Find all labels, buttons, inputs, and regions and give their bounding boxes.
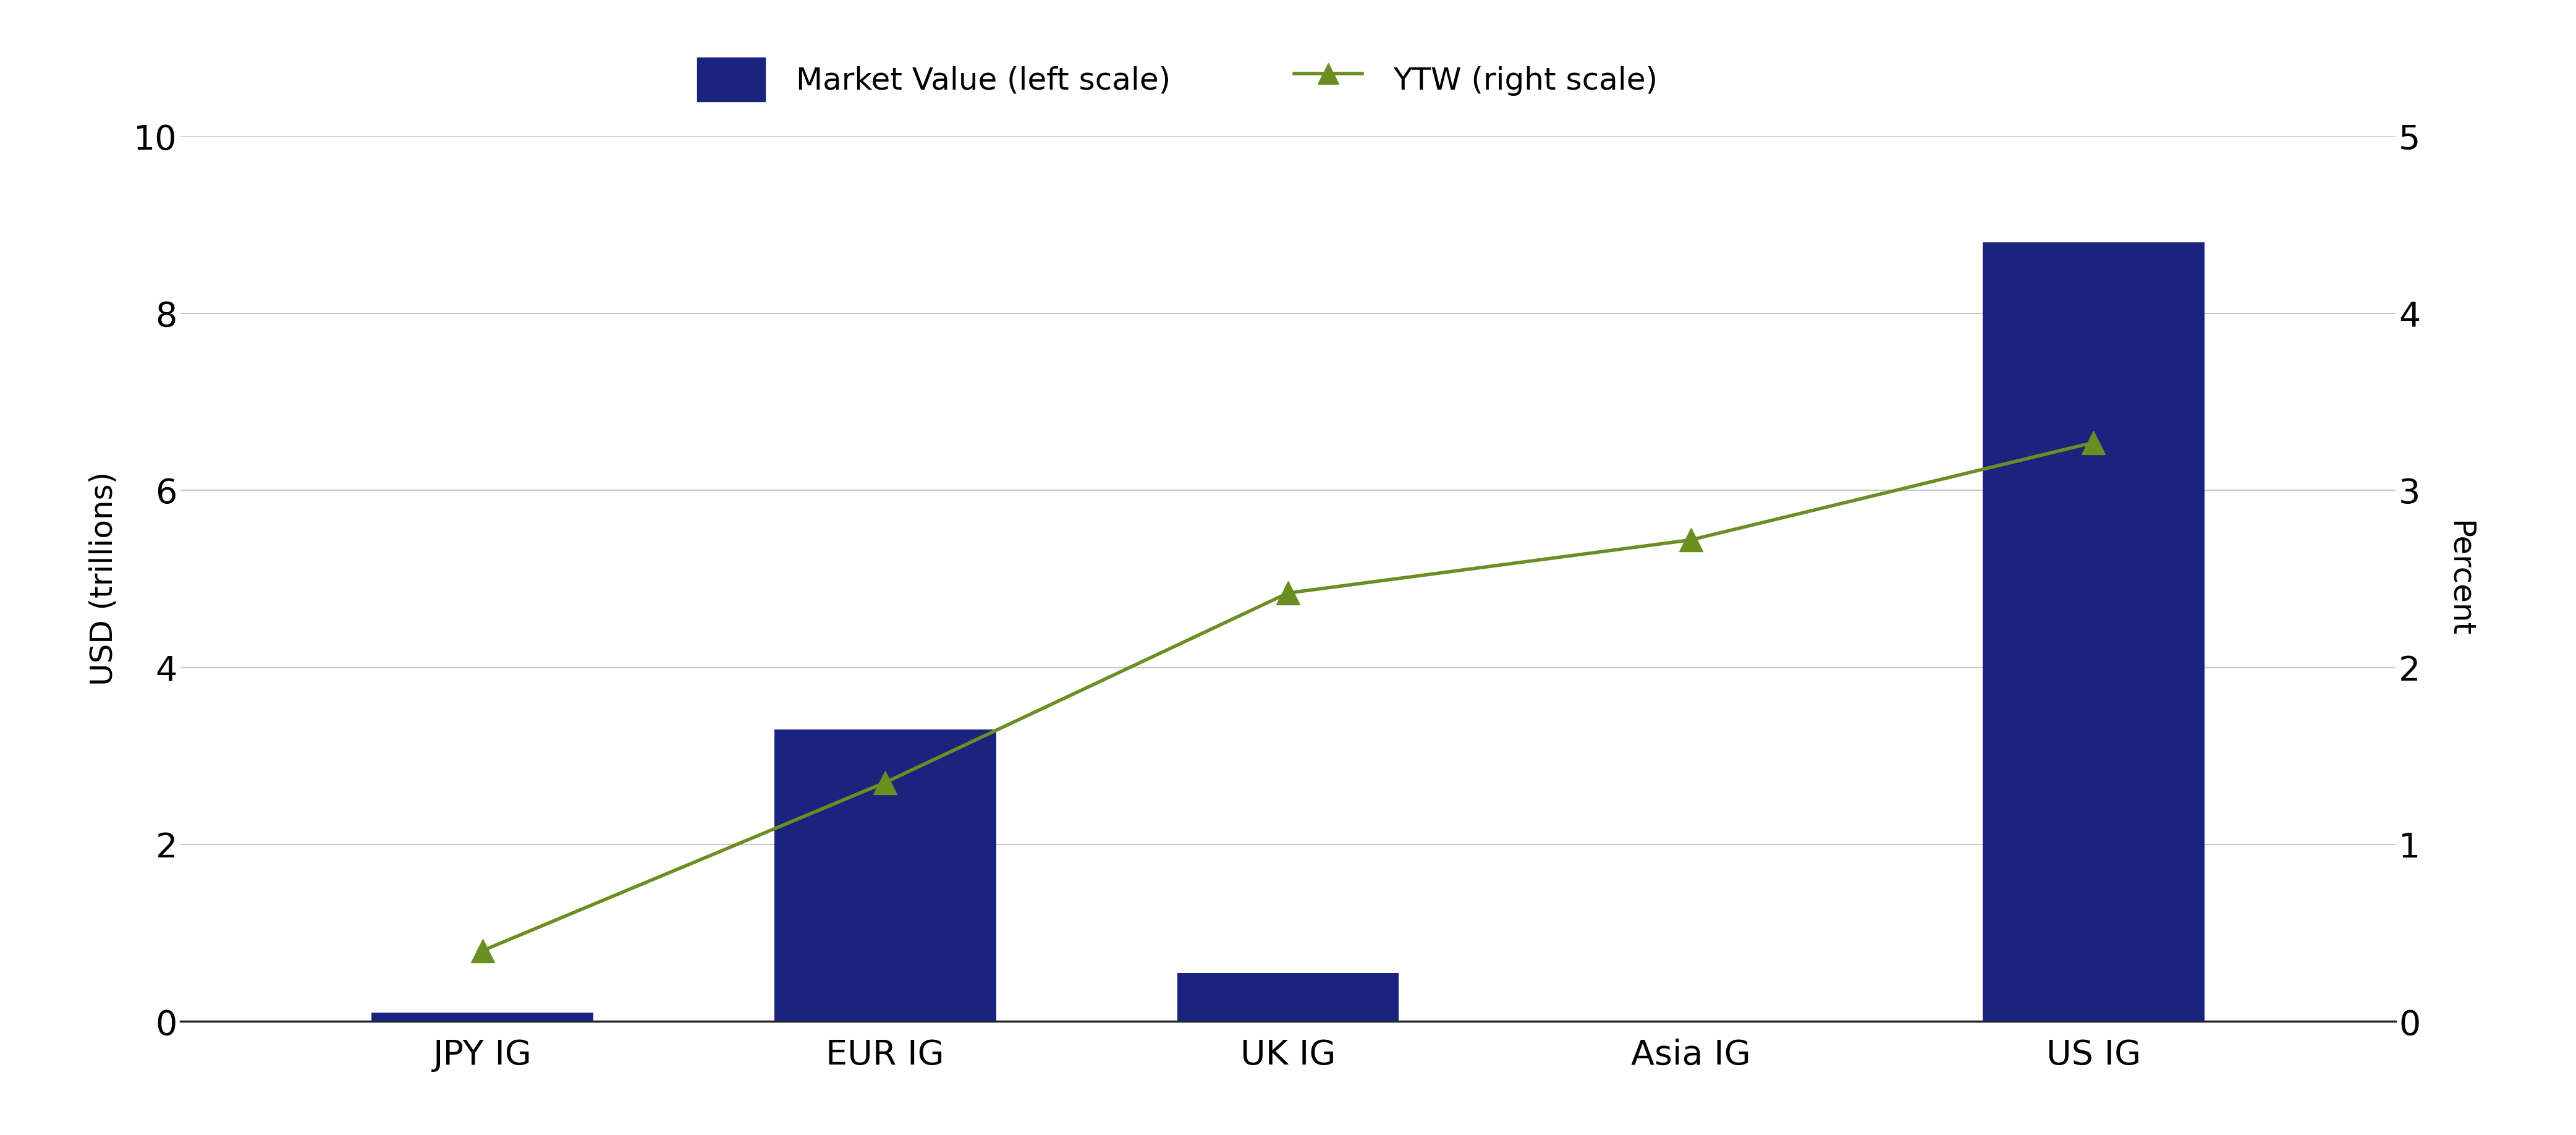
Bar (775, 730, 997, 1022)
Y-axis label: USD (trillions): USD (trillions) (88, 472, 118, 686)
Y-axis label: Percent: Percent (2445, 521, 2476, 637)
Bar (1984, 243, 2205, 1022)
Bar (371, 1012, 592, 1022)
Legend: Market Value (left scale), YTW (right scale): Market Value (left scale), YTW (right sc… (685, 45, 1669, 114)
Bar (1177, 973, 1399, 1022)
